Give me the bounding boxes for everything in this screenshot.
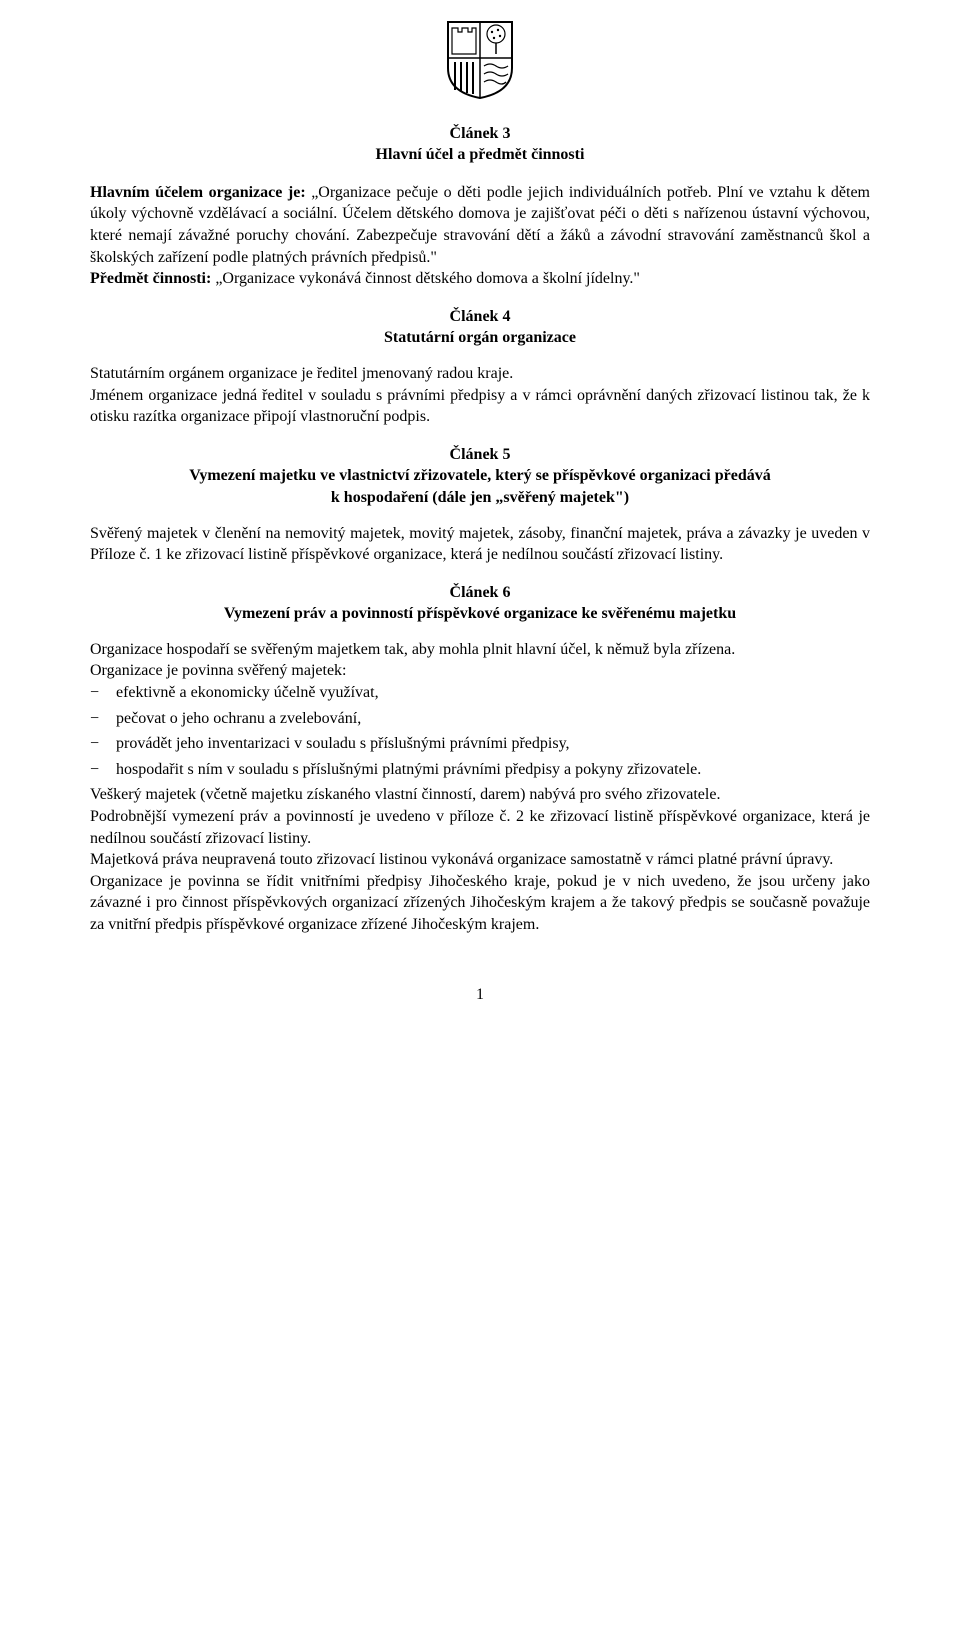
article3-p1: Hlavním účelem organizace je: „Organizac… [90,182,870,268]
list-item: efektivně a ekonomicky účelně využívat, [90,682,870,704]
article5-p1: Svěřený majetek v členění na nemovitý ma… [90,523,870,566]
list-item: hospodařit s ním v souladu s příslušnými… [90,759,870,781]
article5-number: Článek 5 [90,444,870,466]
emblem [90,20,870,107]
article3-p2-text: „Organizace vykonává činnost dětského do… [211,270,640,287]
article6-number: Článek 6 [90,582,870,604]
coat-of-arms-icon [446,20,514,100]
article4-p2: Jménem organizace jedná ředitel v soulad… [90,385,870,428]
page-number: 1 [90,984,870,1006]
article6-bullets: efektivně a ekonomicky účelně využívat, … [90,682,870,780]
article3-number: Článek 3 [90,123,870,145]
article4-number: Článek 4 [90,306,870,328]
article6-p4: Podrobnější vymezení práv a povinností j… [90,806,870,849]
article6-title: Vymezení práv a povinností příspěvkové o… [90,603,870,625]
article6-p3: Veškerý majetek (včetně majetku získanéh… [90,784,870,806]
article5-title-line2: k hospodaření (dále jen „svěřený majetek… [90,487,870,509]
article6-p2: Organizace je povinna svěřený majetek: [90,660,870,682]
article3-p1-label: Hlavním účelem organizace je: [90,184,306,201]
article3-p2: Předmět činnosti: „Organizace vykonává č… [90,268,870,290]
list-item: pečovat o jeho ochranu a zvelebování, [90,708,870,730]
article3-p2-label: Předmět činnosti: [90,270,211,287]
article6-p6: Organizace je povinna se řídit vnitřními… [90,871,870,936]
article3-title: Hlavní účel a předmět činnosti [90,144,870,166]
article4-title: Statutární orgán organizace [90,327,870,349]
article6-p1: Organizace hospodaří se svěřeným majetke… [90,639,870,661]
article6-p5: Majetková práva neupravená touto zřizova… [90,849,870,871]
list-item: provádět jeho inventarizaci v souladu s … [90,733,870,755]
article4-p1: Statutárním orgánem organizace je ředite… [90,363,870,385]
article5-title-line1: Vymezení majetku ve vlastnictví zřizovat… [90,465,870,487]
